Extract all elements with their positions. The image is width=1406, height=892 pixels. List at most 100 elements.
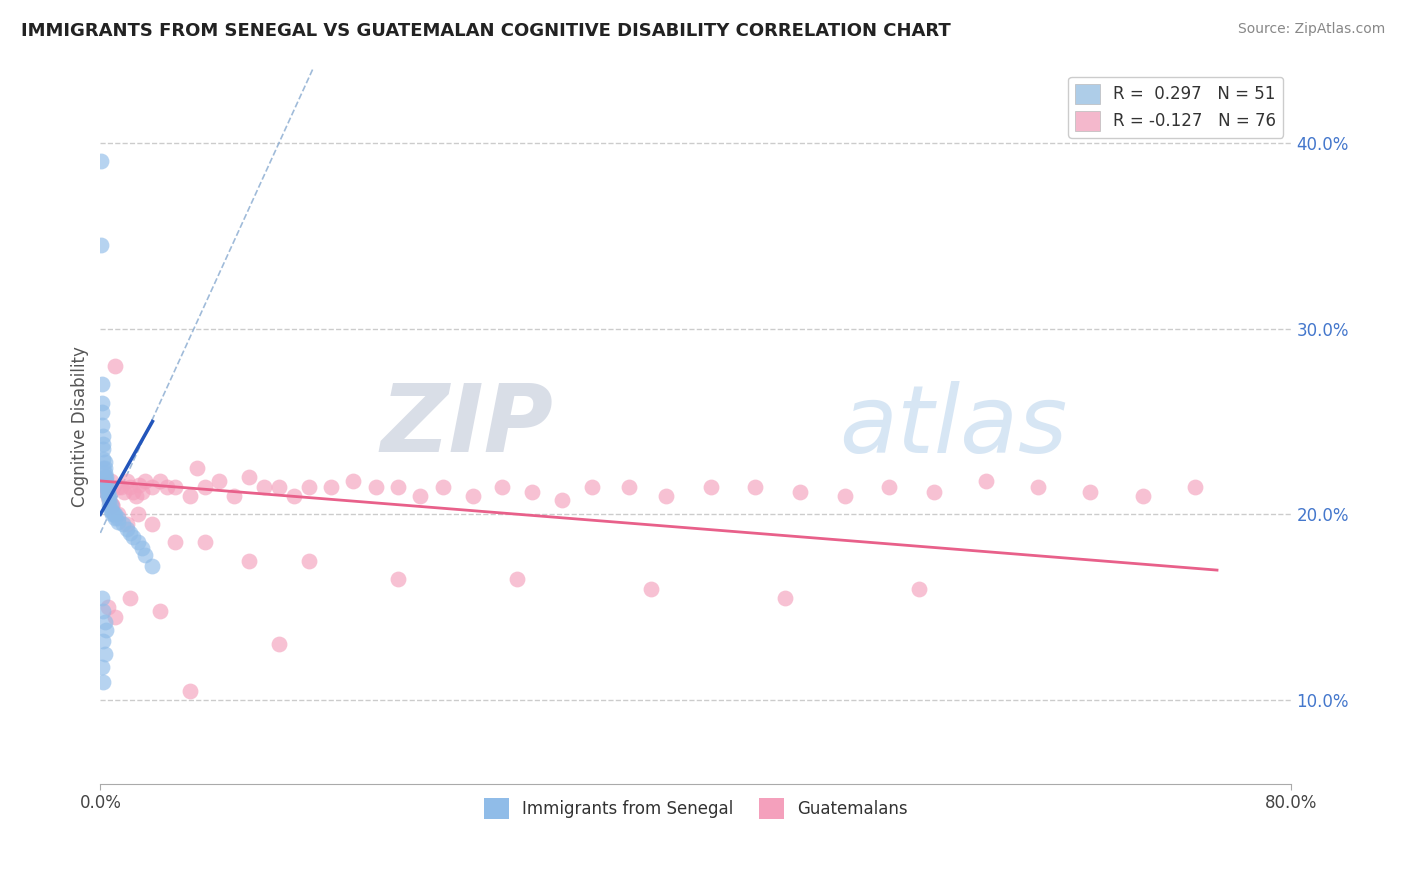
Point: [91, 429, 114, 443]
Text: IMMIGRANTS FROM SENEGAL VS GUATEMALAN COGNITIVE DISABILITY CORRELATION CHART: IMMIGRANTS FROM SENEGAL VS GUATEMALAN CO…: [21, 22, 950, 40]
Point: [94, 470, 117, 484]
Point: [94, 474, 117, 488]
Point: [321, 479, 343, 493]
Point: [127, 535, 149, 549]
Point: [238, 554, 260, 568]
Point: [461, 489, 484, 503]
Point: [127, 508, 149, 522]
Point: [90, 591, 112, 605]
Point: [298, 479, 321, 493]
Point: [551, 492, 574, 507]
Point: [104, 508, 127, 522]
Point: [432, 479, 454, 493]
Legend: Immigrants from Senegal, Guatemalans: Immigrants from Senegal, Guatemalans: [478, 792, 914, 825]
Point: [387, 479, 409, 493]
Point: [163, 479, 186, 493]
Point: [101, 503, 124, 517]
Point: [122, 485, 145, 500]
Point: [90, 396, 112, 410]
Point: [100, 474, 122, 488]
Point: [96, 485, 118, 500]
Point: [122, 530, 145, 544]
Point: [101, 498, 124, 512]
Point: [90, 238, 112, 252]
Point: [1184, 479, 1206, 493]
Point: [128, 477, 150, 491]
Point: [104, 609, 127, 624]
Point: [94, 647, 117, 661]
Point: [141, 559, 163, 574]
Point: [90, 154, 112, 169]
Point: [91, 461, 114, 475]
Point: [115, 516, 138, 531]
Point: [103, 508, 125, 522]
Point: [91, 633, 114, 648]
Point: [91, 437, 114, 451]
Point: [208, 474, 231, 488]
Point: [120, 591, 142, 605]
Point: [94, 455, 117, 469]
Text: atlas: atlas: [839, 381, 1067, 472]
Point: [90, 659, 112, 673]
Point: [96, 623, 118, 637]
Point: [98, 489, 121, 503]
Point: [97, 600, 120, 615]
Point: [90, 377, 112, 392]
Point: [387, 573, 409, 587]
Point: [97, 479, 120, 493]
Point: [101, 498, 124, 512]
Point: [1028, 479, 1050, 493]
Text: Source: ZipAtlas.com: Source: ZipAtlas.com: [1237, 22, 1385, 37]
Point: [125, 489, 148, 503]
Point: [107, 511, 129, 525]
Point: [101, 508, 124, 522]
Point: [617, 479, 640, 493]
Point: [974, 474, 997, 488]
Point: [100, 498, 122, 512]
Point: [156, 479, 179, 493]
Point: [194, 535, 217, 549]
Point: [91, 604, 114, 618]
Point: [744, 479, 766, 493]
Point: [111, 516, 134, 531]
Point: [94, 461, 117, 475]
Point: [267, 479, 290, 493]
Point: [364, 479, 387, 493]
Point: [104, 359, 127, 373]
Point: [773, 591, 796, 605]
Point: [107, 515, 129, 529]
Point: [141, 479, 163, 493]
Point: [163, 535, 186, 549]
Point: [700, 479, 723, 493]
Point: [94, 467, 117, 481]
Point: [179, 489, 201, 503]
Point: [94, 615, 117, 629]
Point: [149, 604, 172, 618]
Point: [91, 477, 114, 491]
Point: [91, 451, 114, 466]
Point: [96, 474, 118, 488]
Point: [186, 461, 208, 475]
Point: [104, 511, 127, 525]
Y-axis label: Cognitive Disability: Cognitive Disability: [72, 346, 89, 507]
Point: [115, 474, 138, 488]
Point: [149, 474, 172, 488]
Point: [100, 503, 122, 517]
Point: [131, 541, 153, 555]
Point: [131, 485, 153, 500]
Point: [120, 479, 142, 493]
Point: [267, 637, 290, 651]
Point: [789, 485, 811, 500]
Point: [194, 479, 217, 493]
Point: [520, 485, 543, 500]
Text: ZIP: ZIP: [380, 380, 553, 472]
Point: [879, 479, 901, 493]
Point: [134, 474, 156, 488]
Point: [91, 442, 114, 457]
Point: [253, 479, 276, 493]
Point: [90, 405, 112, 419]
Point: [1132, 489, 1154, 503]
Point: [120, 525, 142, 540]
Point: [283, 489, 305, 503]
Point: [98, 492, 121, 507]
